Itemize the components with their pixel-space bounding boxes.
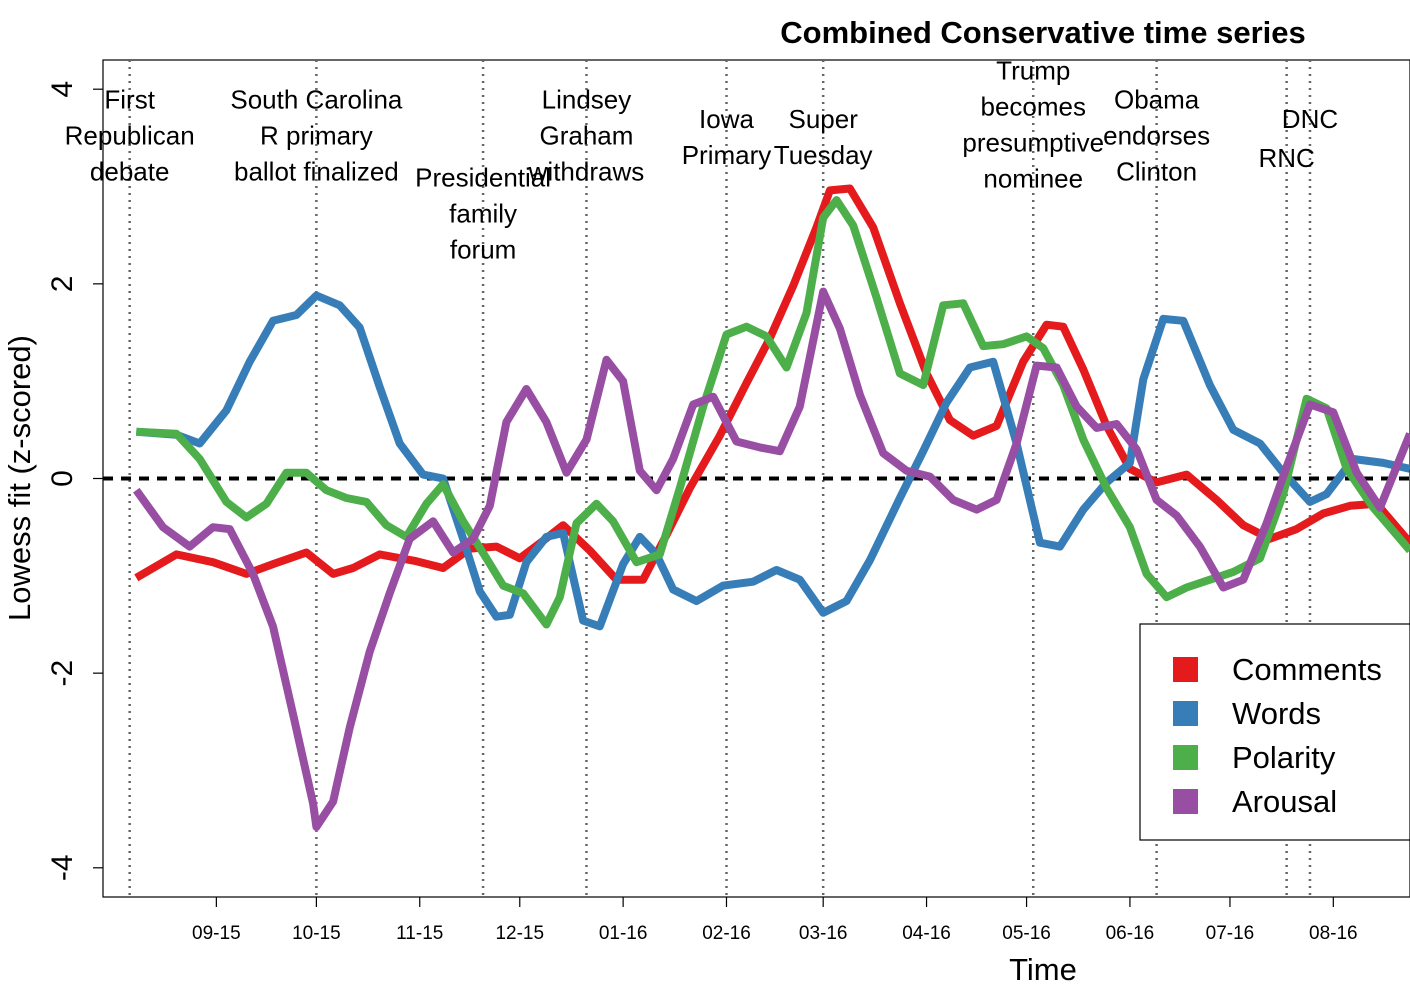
y-tick-label: -2 bbox=[46, 660, 79, 687]
event-label-4: Iowa Primary bbox=[682, 104, 772, 170]
event-label-line: Republican bbox=[65, 121, 195, 151]
series-arousal-line bbox=[133, 287, 1410, 831]
event-label-line: Primary bbox=[682, 140, 772, 170]
event-label-line: becomes bbox=[980, 91, 1086, 121]
legend: Comments Words Polarity Arousal bbox=[1139, 623, 1410, 841]
x-tick-label: 08-16 bbox=[1309, 923, 1358, 944]
event-label-line: debate bbox=[90, 157, 170, 187]
axes: -4 -2 0 2 4 09-15 10-15 11-15 12-15 01-16 02-16 03-… bbox=[46, 81, 1358, 944]
event-label-3: Lindsey Graham withdraws bbox=[528, 85, 645, 187]
event-label-line: Clinton bbox=[1116, 157, 1197, 187]
event-label-6: Trump becomes presumptive nominee bbox=[962, 55, 1104, 193]
x-tick-label: 11-15 bbox=[396, 923, 443, 944]
event-label-line: endorses bbox=[1103, 121, 1210, 151]
legend-label-arousal: Arousal bbox=[1232, 784, 1337, 819]
series-lines bbox=[133, 184, 1410, 831]
event-label-line: R primary bbox=[260, 121, 373, 151]
event-label-line: Presidential bbox=[415, 163, 551, 193]
event-label-5: Super Tuesday bbox=[774, 104, 873, 170]
event-label-line: Lindsey bbox=[542, 85, 632, 115]
y-tick-label: -4 bbox=[46, 854, 79, 881]
x-tick-label: 02-16 bbox=[702, 923, 751, 944]
event-label-9: DNC bbox=[1282, 104, 1338, 134]
x-tick-label: 07-16 bbox=[1206, 923, 1255, 944]
x-axis-label: Time bbox=[1009, 952, 1077, 987]
y-tick-label: 0 bbox=[46, 470, 79, 487]
legend-swatch-comments bbox=[1173, 657, 1198, 682]
x-tick-label: 05-16 bbox=[1002, 923, 1051, 944]
x-tick-label: 12-15 bbox=[495, 923, 544, 944]
event-label-line: RNC bbox=[1258, 143, 1314, 173]
event-label-line: Super bbox=[788, 104, 858, 134]
event-label-2: Presidential family forum bbox=[415, 163, 551, 265]
series-words-line bbox=[136, 291, 1410, 631]
y-axis-label: Lowess fit (z-scored) bbox=[2, 335, 37, 621]
event-label-line: presumptive bbox=[962, 127, 1104, 157]
y-tick-label: 4 bbox=[46, 81, 79, 98]
x-tick-label: 09-15 bbox=[192, 923, 241, 944]
y-tick-label: 2 bbox=[46, 276, 79, 293]
x-tick-label: 03-16 bbox=[799, 923, 848, 944]
event-label-line: withdraws bbox=[528, 157, 645, 187]
event-label-line: Obama bbox=[1114, 85, 1200, 115]
event-label-line: Trump bbox=[996, 55, 1070, 85]
legend-label-words: Words bbox=[1232, 696, 1321, 731]
legend-label-comments: Comments bbox=[1232, 652, 1382, 687]
event-label-line: South Carolina bbox=[230, 85, 403, 115]
event-label-0: First Republican debate bbox=[65, 85, 195, 187]
event-label-line: ballot finalized bbox=[234, 157, 399, 187]
event-label-line: family bbox=[449, 199, 517, 229]
series-comments-line bbox=[134, 184, 1410, 584]
event-label-1: South Carolina R primary ballot finalized bbox=[230, 85, 403, 187]
event-label-line: First bbox=[104, 85, 155, 115]
event-label-line: Tuesday bbox=[774, 140, 873, 170]
x-tick-label: 01-16 bbox=[599, 923, 648, 944]
event-label-line: Iowa bbox=[699, 104, 754, 134]
event-label-line: Graham bbox=[539, 121, 633, 151]
legend-swatch-arousal bbox=[1173, 789, 1198, 814]
event-label-line: nominee bbox=[983, 163, 1083, 193]
event-label-8: RNC bbox=[1258, 143, 1314, 173]
legend-swatch-polarity bbox=[1173, 745, 1198, 770]
event-label-line: DNC bbox=[1282, 104, 1338, 134]
series-polarity-line bbox=[136, 196, 1410, 629]
legend-swatch-words bbox=[1173, 701, 1198, 726]
x-tick-label: 10-15 bbox=[292, 923, 341, 944]
x-tick-label: 06-16 bbox=[1106, 923, 1155, 944]
event-labels: First Republican debate South Carolina R pri… bbox=[65, 55, 1339, 264]
x-tick-label: 04-16 bbox=[902, 923, 951, 944]
event-label-line: forum bbox=[450, 235, 516, 265]
legend-label-polarity: Polarity bbox=[1232, 740, 1336, 775]
event-label-7: Obama endorses Clinton bbox=[1103, 85, 1210, 187]
chart-title: Combined Conservative time series bbox=[780, 15, 1305, 50]
